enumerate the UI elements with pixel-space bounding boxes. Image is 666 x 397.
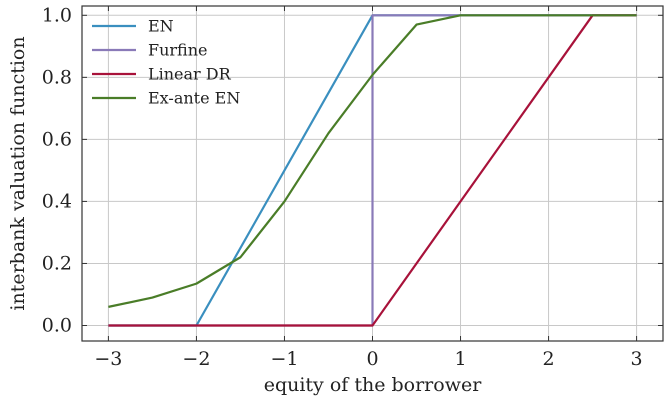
y-tick-label: 0.2 [42, 252, 72, 274]
x-tick-labels: −3 −2 −1 0 1 2 3 [94, 348, 642, 370]
series-line-furfine [108, 14, 637, 327]
y-axis-label: interbank valuation function [7, 36, 29, 310]
axis-ticks [82, 6, 663, 341]
y-tick-labels: 0.0 0.2 0.4 0.6 0.8 1.0 [42, 4, 72, 336]
legend-label-ex-ante-en: Ex-ante EN [148, 89, 240, 108]
legend-label-furfine: Furfine [148, 41, 208, 60]
y-tick-label: 0.6 [42, 128, 72, 150]
legend-label-en: EN [148, 17, 174, 36]
x-tick-label: −2 [182, 348, 210, 370]
x-tick-label: −1 [270, 348, 298, 370]
x-tick-label: 0 [366, 348, 378, 370]
y-tick-label: 0.0 [42, 314, 72, 336]
y-tick-label: 0.8 [42, 66, 72, 88]
y-tick-label: 0.4 [42, 190, 72, 212]
series-lines [108, 14, 637, 327]
x-tick-label: 3 [631, 348, 643, 370]
y-tick-label: 1.0 [42, 4, 72, 26]
legend-label-linear-dr: Linear DR [148, 65, 232, 84]
x-tick-label: −3 [94, 348, 122, 370]
x-tick-label: 2 [543, 348, 555, 370]
series-line-ex-ante-en [108, 14, 637, 308]
legend: EN Furfine Linear DR Ex-ante EN [92, 17, 240, 108]
x-axis-label: equity of the borrower [264, 374, 483, 396]
x-tick-label: 1 [454, 348, 466, 370]
